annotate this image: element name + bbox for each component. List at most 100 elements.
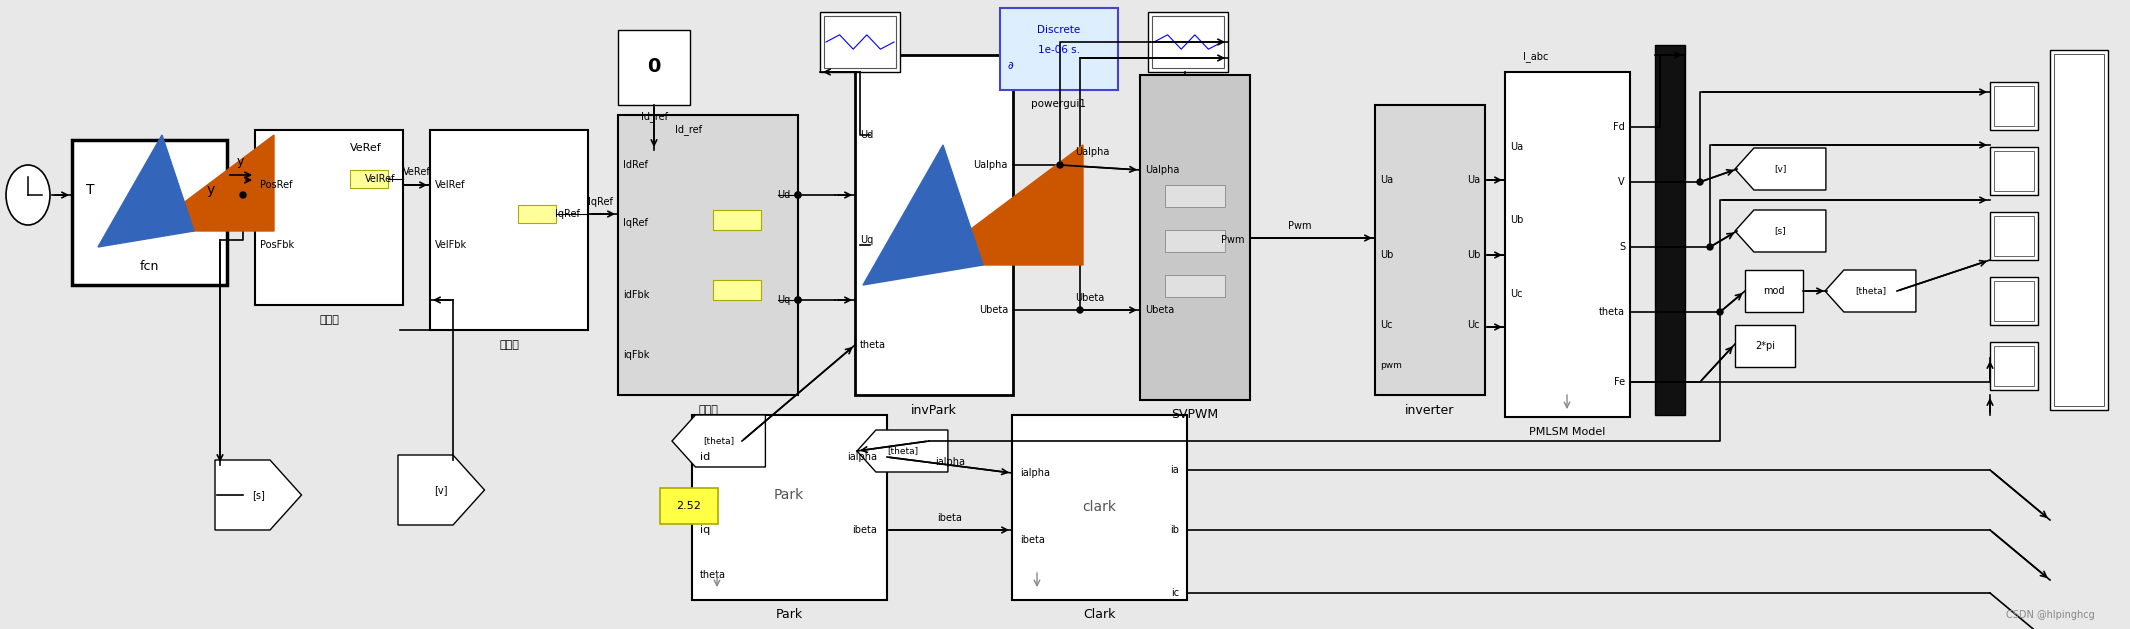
Text: Uq: Uq [777, 295, 790, 305]
Text: [v]: [v] [435, 485, 447, 495]
Text: ic: ic [1172, 588, 1180, 598]
Text: PosRef: PosRef [260, 180, 292, 190]
Bar [820, 12, 901, 72]
Text: Park: Park [775, 608, 803, 621]
Bar [1994, 216, 2034, 256]
Bar [999, 8, 1118, 90]
Text: ibeta: ibeta [937, 513, 963, 523]
Bar [660, 488, 718, 524]
Text: 2.52: 2.52 [677, 501, 701, 511]
Text: SVPWM: SVPWM [1172, 408, 1218, 421]
Bar [1994, 281, 2034, 321]
Text: [v]: [v] [1774, 165, 1787, 174]
Bar [1736, 325, 1796, 367]
Circle shape [794, 192, 801, 198]
Text: VelRef: VelRef [435, 180, 466, 190]
Text: Ua: Ua [1510, 142, 1523, 152]
Text: ialpha: ialpha [848, 452, 878, 462]
Circle shape [794, 297, 801, 303]
Bar [2049, 50, 2109, 410]
Bar [1989, 212, 2038, 260]
Text: Pwm: Pwm [1220, 235, 1246, 245]
Bar [518, 205, 556, 223]
Text: clark: clark [1082, 500, 1116, 514]
Text: Discrete: Discrete [1037, 25, 1080, 35]
Text: 2*pi: 2*pi [1755, 341, 1774, 351]
Bar [1012, 415, 1186, 600]
Bar [1744, 270, 1802, 312]
Text: 1e-06 s.: 1e-06 s. [1037, 45, 1080, 55]
Polygon shape [671, 415, 765, 467]
Text: Uc: Uc [1380, 320, 1393, 330]
Polygon shape [98, 135, 194, 247]
Ellipse shape [6, 165, 49, 225]
Bar [1376, 105, 1485, 395]
Text: Fe: Fe [1615, 377, 1625, 387]
Text: Ud: Ud [861, 130, 873, 140]
Text: Ub: Ub [1380, 250, 1393, 260]
Text: idFbk: idFbk [622, 290, 650, 300]
Text: y: y [207, 183, 215, 197]
Text: Id_ref: Id_ref [641, 111, 667, 123]
Bar [2053, 54, 2104, 406]
Text: Ua: Ua [1468, 175, 1480, 185]
Text: Ualpha: Ualpha [1076, 147, 1110, 157]
Bar [349, 170, 388, 188]
Text: id: id [701, 452, 709, 462]
Bar [1655, 45, 1685, 415]
Text: Uc: Uc [1468, 320, 1480, 330]
Polygon shape [1736, 210, 1825, 252]
Bar [1148, 12, 1229, 72]
Text: 0: 0 [648, 57, 660, 77]
Text: ia: ia [1169, 465, 1180, 475]
Text: PMLSM Model: PMLSM Model [1529, 427, 1606, 437]
Text: PosFbk: PosFbk [260, 240, 294, 250]
Polygon shape [1736, 148, 1825, 190]
Text: [s]: [s] [251, 490, 264, 500]
Text: iq: iq [701, 525, 709, 535]
Text: Ualpha: Ualpha [1146, 165, 1180, 175]
Bar [1989, 82, 2038, 130]
Text: Ub: Ub [1510, 215, 1523, 225]
Text: Uc: Uc [1510, 289, 1523, 299]
Bar [692, 415, 886, 600]
Text: inverter: inverter [1406, 403, 1455, 416]
Text: 速度环: 速度环 [498, 340, 520, 350]
Text: [theta]: [theta] [1855, 286, 1885, 296]
Bar [714, 280, 760, 300]
Text: y: y [236, 155, 243, 169]
Text: [s]: [s] [1774, 226, 1787, 235]
Text: Uq: Uq [861, 235, 873, 245]
Bar [1165, 230, 1225, 252]
Circle shape [1078, 307, 1082, 313]
Text: S: S [1619, 242, 1625, 252]
Text: invPark: invPark [912, 403, 956, 416]
Text: I_abc: I_abc [1523, 52, 1549, 62]
Polygon shape [1825, 270, 1915, 312]
Bar [430, 130, 588, 330]
Bar [1165, 185, 1225, 207]
Circle shape [1706, 244, 1713, 250]
Text: VeRef: VeRef [349, 143, 381, 153]
Polygon shape [922, 145, 1082, 265]
Text: 位置环: 位置环 [320, 315, 339, 325]
Text: VelFbk: VelFbk [435, 240, 466, 250]
Bar [256, 130, 403, 305]
Bar [854, 55, 1014, 395]
Text: [theta]: [theta] [886, 447, 918, 455]
Circle shape [794, 297, 801, 303]
Bar [1994, 346, 2034, 386]
Circle shape [241, 192, 245, 198]
Text: powergui1: powergui1 [1031, 99, 1086, 109]
Text: VelRef: VelRef [364, 174, 394, 184]
Bar [618, 115, 799, 395]
Circle shape [1056, 162, 1063, 168]
Bar [1989, 277, 2038, 325]
Text: pwm: pwm [1380, 360, 1402, 369]
Bar [824, 16, 897, 68]
Polygon shape [398, 455, 484, 525]
Text: theta: theta [1600, 307, 1625, 317]
Circle shape [1698, 179, 1704, 185]
Text: Ualpha: Ualpha [973, 160, 1007, 170]
Text: Clark: Clark [1082, 608, 1116, 621]
